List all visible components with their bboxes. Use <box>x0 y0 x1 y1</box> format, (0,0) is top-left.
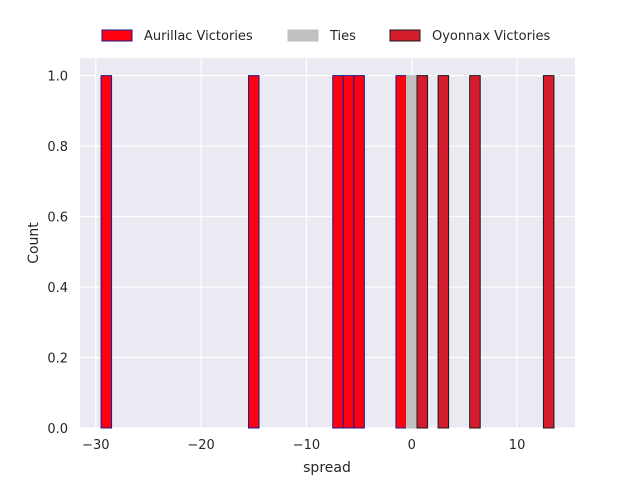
x-tick-labels: −30 −20 −10 0 10 <box>82 438 525 453</box>
y-tick-label: 1.0 <box>47 70 68 85</box>
histogram-bar <box>469 75 481 429</box>
histogram-bar <box>100 75 113 429</box>
x-tick-label: −20 <box>187 438 214 453</box>
legend-label: Aurillac Victories <box>144 29 253 44</box>
histogram-bar <box>405 75 418 429</box>
histogram-bar <box>416 75 429 429</box>
x-tick-label: −30 <box>82 438 109 453</box>
histogram-bar <box>332 75 344 429</box>
legend-label: Oyonnax Victories <box>432 29 551 44</box>
bars <box>100 75 555 429</box>
x-tick-label: 0 <box>408 438 416 453</box>
histogram-bar <box>437 75 450 429</box>
y-tick-labels: 0.0 0.2 0.4 0.6 0.8 1.0 <box>47 70 68 437</box>
y-tick-label: 0.6 <box>47 211 68 226</box>
legend-label: Ties <box>329 29 356 44</box>
y-tick-label: 0.2 <box>47 352 68 367</box>
histogram-bar <box>248 75 260 429</box>
x-tick-label: 10 <box>509 438 526 453</box>
histogram-bar <box>542 75 555 429</box>
x-tick-label: −10 <box>293 438 320 453</box>
histogram-bar <box>353 75 365 429</box>
y-tick-label: 0.0 <box>47 422 68 437</box>
legend-swatch <box>287 29 319 42</box>
y-tick-label: 0.8 <box>47 140 68 155</box>
histogram-bar <box>395 75 407 429</box>
legend-swatch <box>389 29 421 42</box>
grid-lines <box>80 58 575 429</box>
legend: Aurillac Victories Ties Oyonnax Victories <box>101 29 551 44</box>
y-tick-label: 0.4 <box>47 281 68 296</box>
legend-swatch <box>101 29 133 42</box>
histogram-bar <box>342 75 355 429</box>
y-axis-label: Count <box>26 222 42 264</box>
plot-background <box>80 58 575 428</box>
x-axis-label: spread <box>303 460 351 476</box>
